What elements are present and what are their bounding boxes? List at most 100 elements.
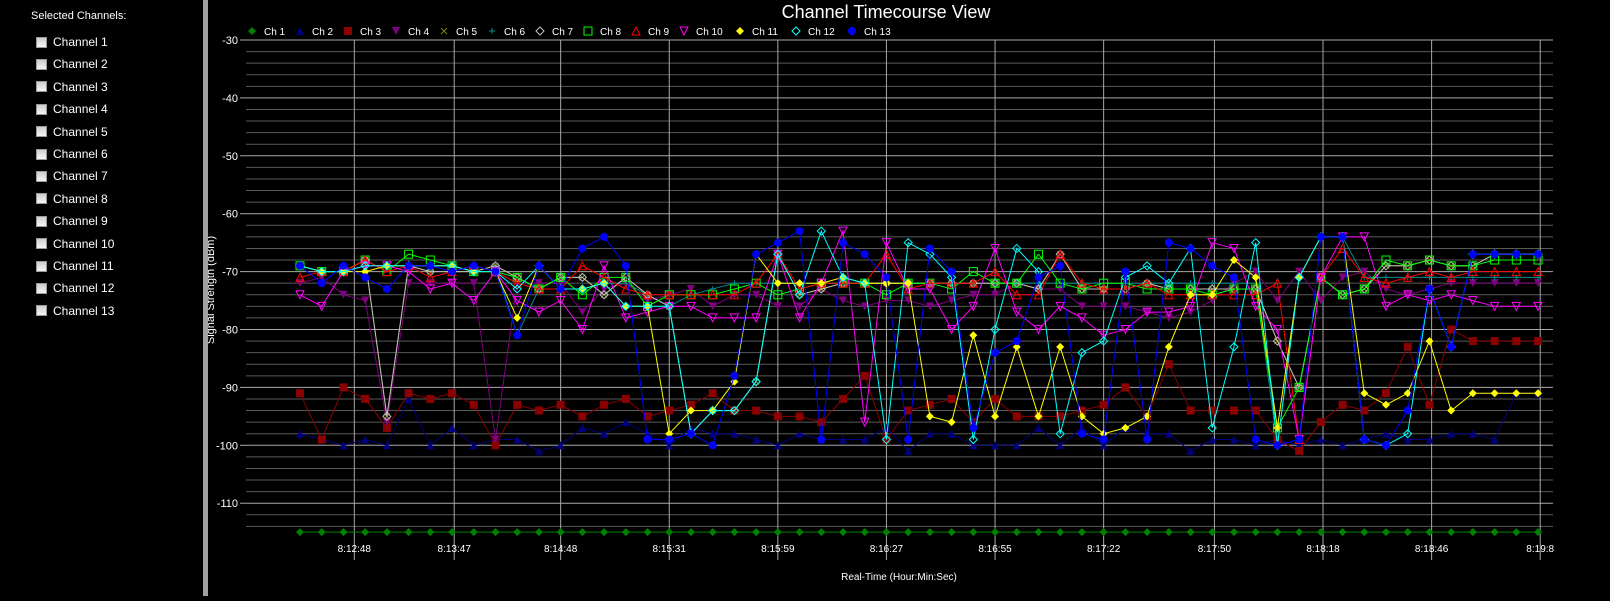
checkbox-icon[interactable] bbox=[36, 215, 47, 227]
checkbox-icon[interactable] bbox=[36, 170, 47, 182]
chart-axes: 8:12:48 8:13:47 8:14:48 8:15:31 8:15:59 8:16:… bbox=[216, 35, 1555, 555]
legend-label: Ch 1 bbox=[264, 27, 286, 38]
legend-label: Ch 4 bbox=[408, 27, 430, 38]
series-ch10 bbox=[295, 226, 1543, 445]
x-tick-label: 8:15:59 bbox=[761, 544, 795, 555]
chart-grid bbox=[246, 39, 1553, 560]
checkbox-icon[interactable] bbox=[36, 81, 47, 93]
y-tick-label: -110 bbox=[217, 498, 238, 510]
channel-checkbox-8[interactable]: Channel 8 bbox=[36, 190, 108, 208]
channel-checkbox-4[interactable]: Channel 4 bbox=[36, 100, 108, 118]
x-axis-label: Real-Time (Hour:Min:Sec) bbox=[841, 572, 957, 583]
channel-checkbox-2[interactable]: Channel 2 bbox=[36, 55, 108, 73]
channel-selector-panel: Selected Channels: Channel 1 Channel 2 Cha… bbox=[0, 0, 200, 596]
legend-item-ch3: Ch 3 bbox=[344, 27, 382, 38]
legend-item-ch13: Ch 13 bbox=[848, 27, 891, 38]
legend-item-ch4: Ch 4 bbox=[392, 27, 430, 38]
channel-label: Channel 6 bbox=[53, 147, 108, 161]
checkbox-icon[interactable] bbox=[36, 148, 47, 160]
channel-checkbox-3[interactable]: Channel 3 bbox=[36, 78, 108, 96]
checkbox-icon[interactable] bbox=[36, 36, 47, 48]
y-tick-label: -70 bbox=[222, 267, 238, 279]
y-tick-label: -90 bbox=[222, 382, 238, 394]
channel-label: Channel 10 bbox=[53, 236, 115, 251]
x-tick-label: 8:18:46 bbox=[1415, 544, 1449, 555]
legend-label: Ch 12 bbox=[808, 27, 835, 38]
checkbox-icon[interactable] bbox=[36, 103, 47, 115]
legend-label: Ch 10 bbox=[696, 27, 723, 38]
x-tick-label: 8:17:50 bbox=[1198, 544, 1232, 555]
checkbox-icon[interactable] bbox=[36, 58, 47, 70]
y-axis-label: Signal Strength (dBm) bbox=[208, 236, 217, 344]
series-ch13 bbox=[296, 227, 1543, 450]
channel-label: Channel 3 bbox=[53, 79, 108, 94]
legend-label: Ch 3 bbox=[360, 27, 382, 38]
channel-label: Channel 13 bbox=[53, 303, 115, 318]
channel-label: Channel 7 bbox=[53, 169, 108, 184]
channel-checkbox-13[interactable]: Channel 13 bbox=[36, 302, 114, 320]
channel-checkbox-5[interactable]: Channel 5 bbox=[36, 123, 108, 141]
channel-label: Channel 8 bbox=[53, 191, 108, 206]
checkbox-icon[interactable] bbox=[36, 282, 47, 294]
channel-checkbox-10[interactable]: Channel 10 bbox=[36, 235, 114, 253]
channel-checkbox-7[interactable]: Channel 7 bbox=[36, 167, 108, 185]
x-tick-label: 8:16:27 bbox=[870, 544, 904, 555]
channel-label: Channel 9 bbox=[53, 214, 108, 229]
channel-checkbox-11[interactable]: Channel 11 bbox=[36, 257, 114, 275]
timecourse-chart: Channel Timecourse View Ch 1 Ch 2 Ch 3 Ch 4… bbox=[205, 0, 1610, 596]
x-tick-label: 8:19:8 bbox=[1526, 544, 1554, 555]
legend-item-ch5: Ch 5 bbox=[440, 27, 478, 38]
panel-splitter[interactable] bbox=[203, 0, 208, 596]
channel-label: Channel 5 bbox=[53, 124, 108, 139]
y-tick-label: -40 bbox=[222, 93, 238, 105]
chart-title: Channel Timecourse View bbox=[782, 2, 992, 22]
channel-checkbox-6[interactable]: Channel 6 bbox=[36, 145, 108, 163]
legend-item-ch7: Ch 7 bbox=[535, 26, 574, 38]
legend-item-ch6: Ch 6 bbox=[489, 27, 526, 38]
y-tick-label: -100 bbox=[216, 440, 238, 452]
legend-label: Ch 11 bbox=[752, 27, 778, 38]
channel-checkbox-12[interactable]: Channel 12 bbox=[36, 279, 114, 297]
x-tick-label: 8:17:22 bbox=[1087, 544, 1121, 555]
x-tick-label: 8:18:18 bbox=[1306, 544, 1340, 555]
legend-item-ch10: Ch 10 bbox=[679, 26, 723, 38]
legend-item-ch2: Ch 2 bbox=[296, 27, 334, 38]
x-tick-label: 8:16:55 bbox=[978, 544, 1012, 555]
channel-label: Channel 12 bbox=[53, 281, 115, 296]
channel-label: Channel 2 bbox=[53, 57, 108, 72]
channel-checkbox-9[interactable]: Channel 9 bbox=[36, 212, 108, 230]
y-tick-label: -60 bbox=[222, 209, 238, 221]
legend-label: Ch 13 bbox=[864, 27, 891, 38]
x-tick-label: 8:13:47 bbox=[438, 544, 472, 555]
channel-label: Channel 1 bbox=[53, 35, 108, 49]
y-tick-label: -80 bbox=[222, 325, 238, 337]
legend-label: Ch 2 bbox=[312, 27, 334, 38]
legend-item-ch12: Ch 12 bbox=[791, 26, 835, 38]
x-tick-label: 8:14:48 bbox=[544, 544, 578, 555]
chart-legend: Ch 1 Ch 2 Ch 3 Ch 4 Ch 5 Ch 6 Ch 7 Ch 8 Ch 9 Ch 1… bbox=[248, 25, 891, 38]
legend-item-ch9: Ch 9 bbox=[631, 25, 670, 38]
legend-label: Ch 9 bbox=[648, 27, 670, 38]
legend-label: Ch 5 bbox=[456, 27, 478, 38]
channel-label: Channel 11 bbox=[53, 259, 114, 273]
checkbox-icon[interactable] bbox=[36, 305, 47, 317]
series-ch11 bbox=[296, 232, 1543, 438]
legend-item-ch1: Ch 1 bbox=[248, 27, 286, 38]
channel-label: Channel 4 bbox=[53, 102, 108, 117]
series-ch4 bbox=[296, 267, 1543, 444]
x-tick-label: 8:15:31 bbox=[653, 544, 687, 555]
y-tick-label: -50 bbox=[222, 151, 238, 163]
legend-label: Ch 6 bbox=[504, 27, 526, 38]
y-tick-label: -30 bbox=[222, 35, 238, 47]
channel-checkbox-1[interactable]: Channel 1 bbox=[36, 33, 108, 51]
legend-item-ch11: Ch 11 bbox=[736, 27, 778, 38]
legend-item-ch8: Ch 8 bbox=[583, 26, 622, 38]
legend-label: Ch 7 bbox=[552, 27, 574, 38]
checkbox-icon[interactable] bbox=[36, 126, 47, 138]
plot-area bbox=[295, 226, 1543, 537]
x-tick-label: 8:12:48 bbox=[338, 544, 372, 555]
checkbox-icon[interactable] bbox=[36, 193, 47, 205]
checkbox-icon[interactable] bbox=[36, 238, 47, 250]
checkbox-icon[interactable] bbox=[36, 260, 47, 272]
series-ch1 bbox=[296, 528, 1543, 537]
